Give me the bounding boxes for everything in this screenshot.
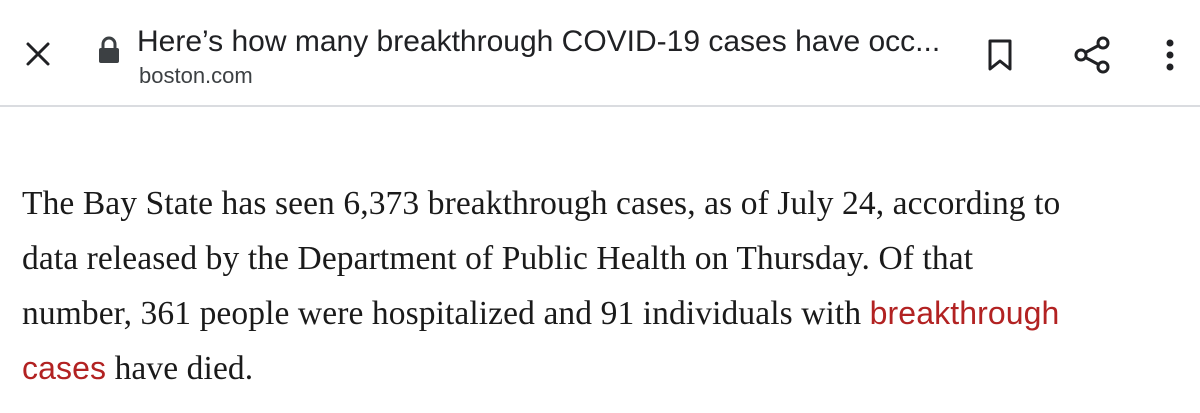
paragraph-line-4-text: have died. — [106, 350, 254, 387]
bookmark-button[interactable] — [977, 31, 1023, 79]
more-vert-icon — [1166, 39, 1174, 71]
paragraph-line-3-text: number, 361 people were hospitalized and… — [22, 295, 870, 332]
paragraph-line-1: The Bay State has seen 6,373 breakthroug… — [22, 185, 1061, 222]
breakthrough-cases-link-part-1[interactable]: breakthrough — [869, 295, 1060, 331]
share-icon — [1074, 36, 1110, 74]
article-paragraph: The Bay State has seen 6,373 breakthroug… — [22, 176, 1192, 396]
lock-icon — [99, 36, 119, 63]
paragraph-line-3: number, 361 people were hospitalized and… — [22, 286, 1192, 341]
close-icon — [26, 42, 50, 66]
custom-tab-toolbar: Here’s how many breakthrough COVID-19 ca… — [0, 0, 1200, 107]
share-button[interactable] — [1068, 31, 1116, 79]
paragraph-line-4: cases have died. — [22, 341, 1192, 396]
paragraph-line-2: data released by the Department of Publi… — [22, 240, 974, 277]
close-button[interactable] — [14, 30, 62, 78]
page-domain: boston.com — [139, 63, 253, 88]
page-title[interactable]: Here’s how many breakthrough COVID-19 ca… — [137, 25, 941, 58]
bookmark-icon — [988, 39, 1012, 71]
more-options-button[interactable] — [1150, 31, 1190, 79]
breakthrough-cases-link-part-2[interactable]: cases — [22, 350, 107, 386]
